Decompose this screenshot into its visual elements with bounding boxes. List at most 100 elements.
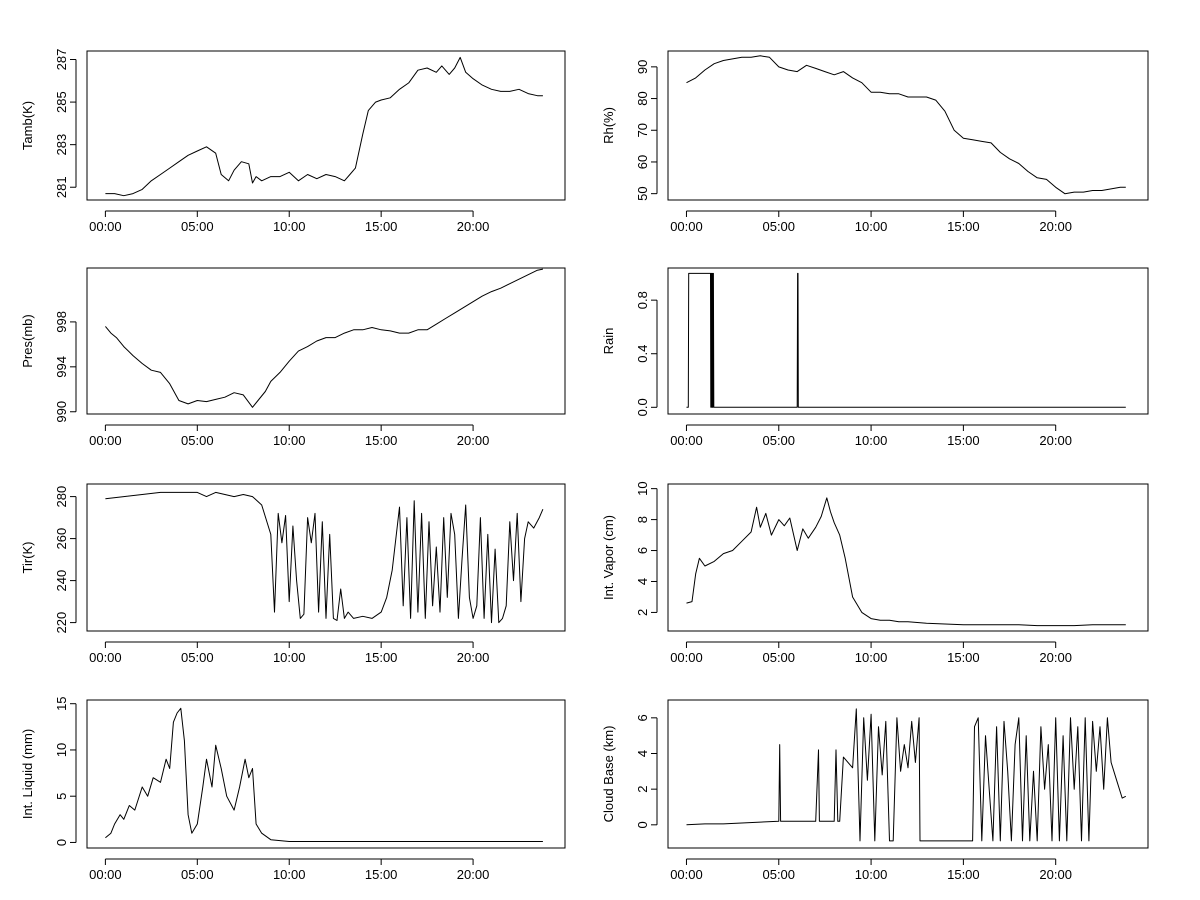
y-axis-title: Tamb(K) — [20, 101, 35, 150]
y-tick-label: 281 — [54, 176, 69, 198]
y-tick-label: 4 — [635, 750, 650, 757]
series-line — [105, 491, 544, 624]
plot-frame — [667, 699, 1149, 849]
plot-frame — [86, 699, 566, 849]
x-tick-label: 05:00 — [181, 433, 214, 448]
y-axis-title: Rh(%) — [601, 107, 616, 144]
chart-panel-1: 00:00 05:00 10:00 15:00 20:00 281 283 285 287 Tam… — [20, 49, 566, 234]
y-tick-label: 994 — [54, 356, 69, 378]
x-tick-label: 20:00 — [457, 650, 490, 665]
plot-frame — [667, 50, 1149, 201]
chart-panel-6: 00:00 05:00 10:00 15:00 20:00 2 4 6 8 10 Int. Vapo… — [601, 481, 1149, 665]
x-tick-label: 20:00 — [457, 867, 490, 882]
y-tick-label: 240 — [54, 570, 69, 592]
y-tick-label: 990 — [54, 401, 69, 423]
y-tick-label: 0 — [635, 821, 650, 828]
x-tick-label: 05:00 — [181, 650, 214, 665]
plot-frame — [667, 267, 1149, 415]
x-tick-label: 10:00 — [855, 219, 888, 234]
x-tick-label: 10:00 — [273, 433, 306, 448]
y-tick-label: 283 — [54, 134, 69, 156]
series-line — [686, 55, 1126, 195]
series-line — [105, 268, 543, 408]
x-tick-label: 10:00 — [273, 650, 306, 665]
y-axis-title: Pres(mb) — [20, 314, 35, 367]
y-tick-label: 280 — [54, 486, 69, 508]
series-line — [686, 497, 1126, 627]
y-tick-label: 4 — [635, 578, 650, 585]
y-tick-label: 80 — [635, 91, 650, 105]
y-tick-label: 0.8 — [635, 291, 650, 309]
x-tick-label: 15:00 — [947, 867, 980, 882]
y-tick-label: 60 — [635, 155, 650, 169]
x-tick-label: 05:00 — [181, 219, 214, 234]
y-tick-label: 15 — [54, 696, 69, 710]
y-tick-label: 285 — [54, 91, 69, 113]
x-tick-label: 20:00 — [457, 219, 490, 234]
y-tick-label: 6 — [635, 547, 650, 554]
x-tick-label: 20:00 — [1039, 650, 1072, 665]
y-axis-title: Int. Vapor (cm) — [601, 515, 616, 600]
x-tick-label: 05:00 — [181, 867, 214, 882]
series-line — [686, 708, 1127, 842]
chart-panel-2: 00:00 05:00 10:00 15:00 20:00 50 60 70 80 90 Rh(%) — [601, 50, 1149, 234]
x-tick-label: 00:00 — [89, 867, 122, 882]
y-tick-label: 50 — [635, 186, 650, 200]
x-tick-label: 05:00 — [762, 867, 795, 882]
x-tick-label: 20:00 — [1039, 433, 1072, 448]
y-axis-title: Cloud Base (km) — [601, 726, 616, 823]
y-axis-title: Rain — [601, 328, 616, 355]
chart-panel-4: 00:00 05:00 10:00 15:00 20:00 0.0 0.4 0.8 Rain — [601, 267, 1149, 448]
x-tick-label: 20:00 — [1039, 219, 1072, 234]
y-tick-label: 10 — [635, 481, 650, 495]
chart-panel-3: 00:00 05:00 10:00 15:00 20:00 990 994 998 Pres(m… — [20, 267, 566, 448]
x-tick-label: 20:00 — [457, 433, 490, 448]
y-tick-label: 260 — [54, 528, 69, 550]
x-tick-label: 15:00 — [947, 433, 980, 448]
y-axis-title: Int. Liquid (mm) — [20, 729, 35, 819]
x-tick-label: 15:00 — [365, 219, 398, 234]
x-tick-label: 10:00 — [273, 867, 306, 882]
x-tick-label: 05:00 — [762, 433, 795, 448]
y-tick-label: 90 — [635, 60, 650, 74]
y-tick-label: 6 — [635, 714, 650, 721]
chart-panel-8: 00:00 05:00 10:00 15:00 20:00 0 2 4 6 Cloud Base … — [601, 699, 1149, 882]
x-tick-label: 00:00 — [670, 650, 703, 665]
y-axis-title: Tir(K) — [20, 541, 35, 573]
x-tick-label: 10:00 — [855, 433, 888, 448]
x-tick-label: 20:00 — [1039, 867, 1072, 882]
x-tick-label: 10:00 — [855, 867, 888, 882]
plot-frame — [86, 50, 566, 201]
chart-panel-5: 00:00 05:00 10:00 15:00 20:00 220 240 260 280 Tir… — [20, 483, 566, 665]
series-line — [686, 272, 1126, 408]
plot-frame — [86, 267, 566, 415]
x-tick-label: 15:00 — [365, 867, 398, 882]
y-tick-label: 0.0 — [635, 398, 650, 416]
y-tick-label: 220 — [54, 612, 69, 634]
x-tick-label: 15:00 — [947, 219, 980, 234]
x-tick-label: 10:00 — [273, 219, 306, 234]
plot-frame — [667, 483, 1149, 632]
series-line — [105, 56, 543, 197]
y-tick-label: 0.4 — [635, 345, 650, 363]
x-tick-label: 00:00 — [670, 433, 703, 448]
x-tick-label: 05:00 — [762, 219, 795, 234]
y-tick-label: 287 — [54, 49, 69, 71]
plot-frame — [86, 483, 566, 632]
y-tick-label: 5 — [54, 793, 69, 800]
y-tick-label: 2 — [635, 786, 650, 793]
x-tick-label: 05:00 — [762, 650, 795, 665]
x-tick-label: 00:00 — [89, 650, 122, 665]
series-line — [105, 707, 543, 842]
y-tick-label: 70 — [635, 123, 650, 137]
x-tick-label: 00:00 — [670, 219, 703, 234]
y-tick-label: 998 — [54, 311, 69, 333]
y-tick-label: 8 — [635, 516, 650, 523]
x-tick-label: 15:00 — [365, 650, 398, 665]
x-tick-label: 10:00 — [855, 650, 888, 665]
y-tick-label: 0 — [54, 839, 69, 846]
x-tick-label: 00:00 — [670, 867, 703, 882]
y-tick-label: 10 — [54, 743, 69, 757]
y-tick-label: 2 — [635, 609, 650, 616]
